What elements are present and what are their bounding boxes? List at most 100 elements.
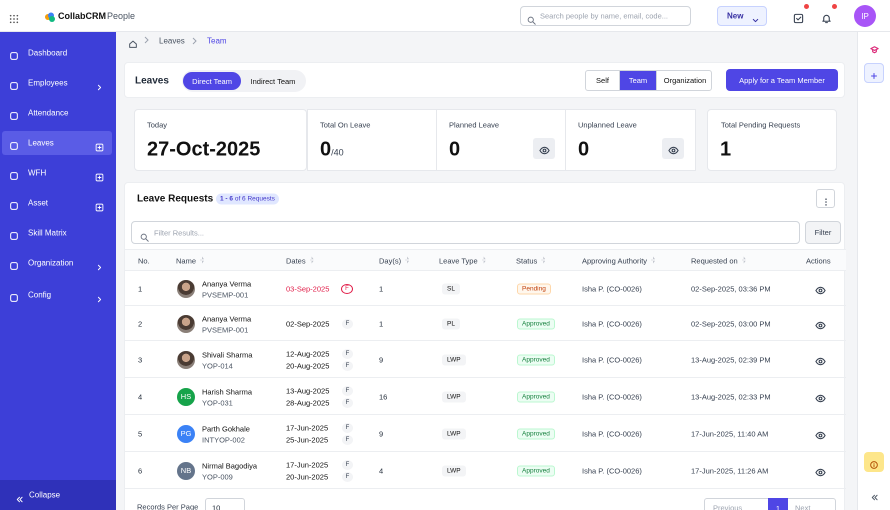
sidebar-icon [9, 138, 19, 150]
stat-value: 0 [578, 139, 589, 162]
eye-button[interactable] [662, 138, 684, 159]
count-range: 1 - 6 [220, 195, 234, 203]
leave-type: LWP [442, 354, 466, 365]
user-avatar[interactable]: IP [854, 5, 876, 27]
day-flag: F [342, 385, 353, 396]
scope-tab[interactable]: Self [586, 71, 619, 90]
view-action[interactable] [814, 318, 826, 330]
previous-page[interactable]: Previous [713, 503, 743, 510]
day-flag: F [342, 459, 353, 470]
eye [538, 143, 550, 155]
table-row: 1 Ananya Verma PVSEMP-001 03-Sep-2025 F 1 SL Pe… [125, 271, 846, 306]
sidebar-item[interactable]: WFH [2, 161, 112, 185]
employee-code: YOP-009 [202, 472, 233, 481]
sidebar-item[interactable]: Dashboard [2, 41, 112, 65]
stat-value: 0/40 [320, 139, 344, 162]
chevron [95, 291, 104, 302]
sidebar-item[interactable]: Config [2, 283, 112, 307]
filter-input[interactable]: Filter Results... [131, 221, 800, 244]
leave-days: 16 [379, 392, 388, 401]
sidebar-label: Skill Matrix [28, 228, 67, 238]
day-flag: F [341, 283, 353, 294]
sidebar-item[interactable]: Employees [2, 71, 112, 95]
status-badge: Pending [517, 283, 551, 294]
view-action[interactable] [814, 283, 826, 295]
sidebar-item[interactable]: Attendance [2, 101, 112, 125]
view-action[interactable] [814, 465, 826, 477]
add-icon [95, 169, 104, 181]
view-action[interactable] [814, 391, 826, 403]
view-action[interactable] [814, 428, 826, 440]
stat-label: Unplanned Leave [578, 120, 637, 130]
flag-label: F [345, 350, 350, 357]
breadcrumb-item[interactable]: Leaves [159, 36, 185, 46]
chevron [232, 504, 240, 510]
stat-label: Total Pending Requests [721, 120, 801, 130]
employee-code: PVSEMP-001 [202, 325, 249, 334]
status-badge: Approved [517, 354, 555, 365]
view-tab-active[interactable]: Direct Team [183, 72, 241, 90]
leave-days: 1 [379, 319, 384, 328]
flag-label: F [345, 387, 350, 394]
flag-label: F [345, 285, 349, 292]
employee-code: YOP-031 [202, 398, 233, 407]
day-flag: F [342, 348, 353, 359]
view-action[interactable] [814, 354, 826, 366]
stat-label: Total On Leave [320, 120, 371, 130]
sidebar-item[interactable]: Skill Matrix [2, 221, 112, 245]
day-flag: F [342, 434, 353, 445]
stat-number: 0 [449, 138, 461, 161]
breadcrumb-sep [144, 36, 150, 46]
employee-name: Parth Gokhale [202, 424, 250, 433]
leave-type: LWP [442, 391, 466, 402]
view-tab[interactable]: Indirect Team [242, 72, 304, 90]
apply-button[interactable]: Apply for a Team Member [726, 69, 838, 91]
search-icon [140, 229, 149, 242]
column-label: Dates [286, 257, 314, 266]
column-label: Day(s) [379, 257, 409, 266]
leave-date: 13-Aug-2025 [286, 386, 330, 395]
sidebar-item[interactable]: Organization [2, 251, 112, 275]
filter-button[interactable]: Filter [805, 221, 841, 244]
apps-icon [9, 11, 19, 24]
column-header: Status [516, 257, 545, 266]
leave-date: 28-Aug-2025 [286, 398, 330, 407]
collapse[interactable]: Collapse [0, 480, 116, 510]
scope-tabs: Self Team Organization [585, 70, 712, 91]
table-header: No. Name Dates Day(s) Leave Type Status Approv… [125, 249, 846, 271]
stat-number: 27-Oct-2025 [147, 138, 261, 161]
table-row: 2 Ananya Verma PVSEMP-001 02-Sep-2025 F 1 PL Ap… [125, 306, 846, 341]
sidebar-label: Employees [28, 78, 68, 88]
sidebar-label: WFH [28, 168, 47, 178]
flag-label: F [345, 436, 350, 443]
page-size[interactable]: 10 [205, 498, 245, 510]
leave-days: 9 [379, 355, 384, 364]
new-button[interactable]: New [717, 6, 767, 26]
sidebar-icon [9, 258, 19, 270]
sidebar-item[interactable]: Asset [2, 191, 112, 215]
employee-code: PVSEMP-001 [202, 290, 249, 299]
rail-info[interactable] [864, 452, 884, 472]
sidebar-label: Attendance [28, 108, 69, 118]
flag-label: F [345, 362, 350, 369]
user-initials: IP [861, 11, 869, 21]
filter-label: Filter [814, 228, 832, 237]
employee-avatar: HS [177, 387, 195, 406]
table-row: 6 NB Nirmal Bagodiya YOP-009 17-Jun-2025 F 20-… [125, 452, 846, 489]
column-header: Leave Type [439, 257, 486, 266]
brand: CollabCRM [58, 11, 106, 21]
stat-number: 0 [320, 138, 332, 161]
scope-tab[interactable]: Organization [656, 71, 711, 90]
eye-button[interactable] [533, 138, 555, 159]
leaves-bar: Leaves Direct Team Indirect Team Self Team Or… [124, 62, 845, 98]
search-box[interactable]: Search people by name, email, code... [520, 6, 691, 26]
more-button[interactable] [816, 189, 835, 208]
leave-days: 1 [379, 284, 384, 293]
employee-code: INTYOP-002 [202, 435, 245, 444]
rail-add[interactable] [864, 63, 884, 83]
next-page[interactable]: Next [795, 503, 811, 510]
scope-tab-active[interactable]: Team [619, 71, 656, 90]
current-page[interactable]: 1 [768, 498, 788, 510]
logo [44, 10, 56, 22]
sidebar-item[interactable]: Leaves [2, 131, 112, 155]
